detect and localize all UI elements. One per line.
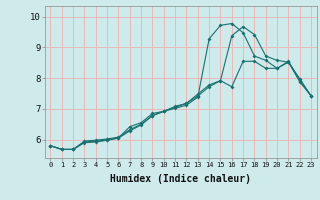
- X-axis label: Humidex (Indice chaleur): Humidex (Indice chaleur): [110, 174, 251, 184]
